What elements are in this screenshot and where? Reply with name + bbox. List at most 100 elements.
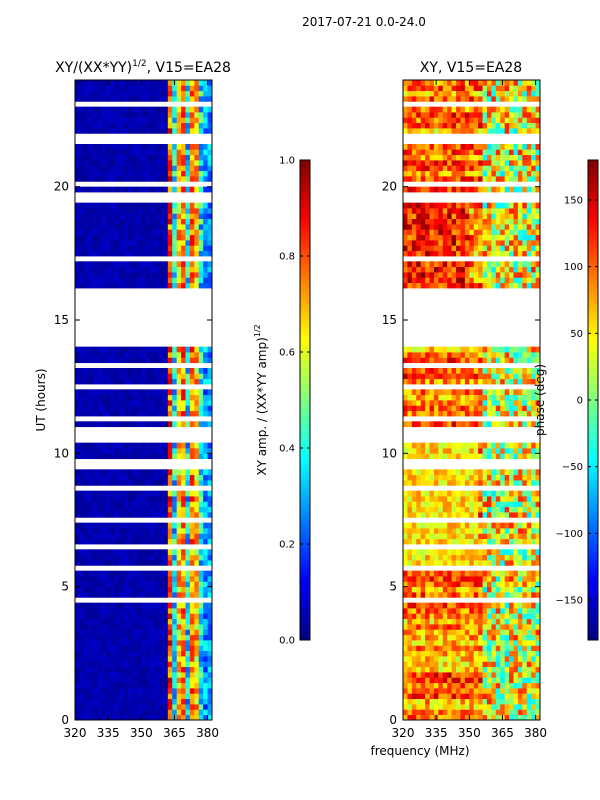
heatmap-cell (207, 672, 212, 678)
heatmap-cell (469, 501, 475, 508)
heatmap-cell (407, 410, 413, 417)
heatmap-cell (114, 448, 120, 454)
heatmap-cell (172, 357, 178, 364)
heatmap-cell (88, 549, 94, 556)
heatmap-cell (101, 448, 107, 454)
heatmap-cell (132, 656, 138, 662)
heatmap-cell (110, 442, 116, 449)
heatmap-cell (114, 560, 120, 566)
heatmap-cell (194, 501, 200, 508)
heatmap-cell (198, 634, 204, 641)
heatmap-cell (75, 592, 80, 598)
heatmap-cell (407, 453, 413, 460)
heatmap-cell (442, 688, 448, 694)
heatmap-cell (420, 634, 426, 641)
heatmap-cell (460, 549, 466, 556)
heatmap-cell (119, 282, 125, 289)
heatmap-cell (469, 490, 475, 497)
heatmap-cell (403, 581, 408, 588)
heatmap-cell (189, 389, 195, 396)
heatmap-cell (92, 410, 98, 417)
heatmap-cell (198, 378, 204, 385)
heatmap-cell (517, 410, 523, 417)
heatmap-cell (504, 688, 510, 694)
heatmap-cell (429, 650, 435, 657)
heatmap-cell (150, 554, 155, 561)
heatmap-cell (198, 538, 204, 545)
heatmap-cell (464, 234, 470, 241)
heatmap-cell (407, 570, 413, 577)
heatmap-cell (185, 538, 191, 545)
heatmap-cell (411, 528, 417, 534)
heatmap-cell (500, 661, 506, 668)
heatmap-cell (132, 245, 138, 252)
heatmap-cell (92, 672, 98, 678)
heatmap-cell (407, 501, 413, 508)
heatmap-cell (158, 346, 164, 353)
heatmap-cell (460, 394, 466, 401)
heatmap-cell (185, 122, 191, 129)
heatmap-cell (438, 368, 444, 374)
heatmap-cell (460, 234, 466, 241)
heatmap-cell (79, 672, 85, 678)
heatmap-cell (154, 234, 160, 241)
heatmap-cell (189, 213, 195, 220)
heatmap-cell (128, 474, 133, 481)
heatmap-cell (526, 570, 532, 577)
heatmap-cell (513, 688, 519, 694)
heatmap-cell (189, 117, 195, 124)
heatmap-cell (464, 453, 470, 460)
heatmap-cell (88, 394, 94, 401)
heatmap-cell (150, 549, 155, 556)
heatmap-cell (420, 490, 426, 497)
heatmap-cell (198, 90, 204, 97)
heatmap-cell (136, 400, 142, 406)
heatmap-cell (154, 208, 160, 214)
heatmap-cell (145, 586, 151, 593)
heatmap-cell (495, 378, 501, 385)
heatmap-cell (92, 453, 98, 460)
heatmap-cell (194, 576, 200, 582)
heatmap-cell (119, 528, 125, 534)
heatmap-cell (451, 272, 457, 278)
heatmap-cell (207, 261, 212, 268)
heatmap-cell (185, 581, 191, 588)
heatmap-cell (172, 106, 178, 113)
heatmap-cell (425, 522, 430, 529)
heatmap-cell (189, 176, 195, 182)
heatmap-cell (92, 80, 98, 86)
heatmap-cell (207, 677, 212, 684)
heatmap-cell (110, 202, 116, 209)
heatmap-cell (447, 608, 453, 614)
heatmap-cell (456, 693, 461, 700)
heatmap-cell (473, 501, 479, 508)
heatmap-cell (438, 560, 444, 566)
heatmap-cell (207, 682, 212, 689)
heatmap-cell (185, 602, 191, 609)
heatmap-cell (75, 149, 80, 156)
heatmap-cell (181, 506, 186, 513)
heatmap-cell (123, 170, 129, 177)
heatmap-cell (123, 240, 129, 246)
heatmap-cell (172, 624, 178, 630)
heatmap-cell (535, 261, 540, 268)
heatmap-cell (456, 224, 461, 230)
heatmap-cell (478, 528, 483, 534)
heatmap-cell (123, 677, 129, 684)
heatmap-cell (176, 560, 182, 566)
heatmap-cell (416, 245, 422, 252)
heatmap-cell (442, 266, 448, 273)
heatmap-cell (172, 378, 178, 385)
heatmap-cell (145, 469, 151, 476)
heatmap-cell (456, 394, 461, 401)
heatmap-cell (97, 106, 102, 113)
heatmap-cell (203, 661, 208, 668)
heatmap-cell (185, 160, 191, 166)
heatmap-cell (451, 250, 457, 257)
heatmap-cell (79, 613, 85, 620)
heatmap-cell (88, 704, 94, 710)
heatmap-cell (141, 112, 147, 118)
heatmap-cell (194, 170, 200, 177)
heatmap-cell (136, 410, 142, 417)
heatmap-cell (176, 96, 182, 102)
